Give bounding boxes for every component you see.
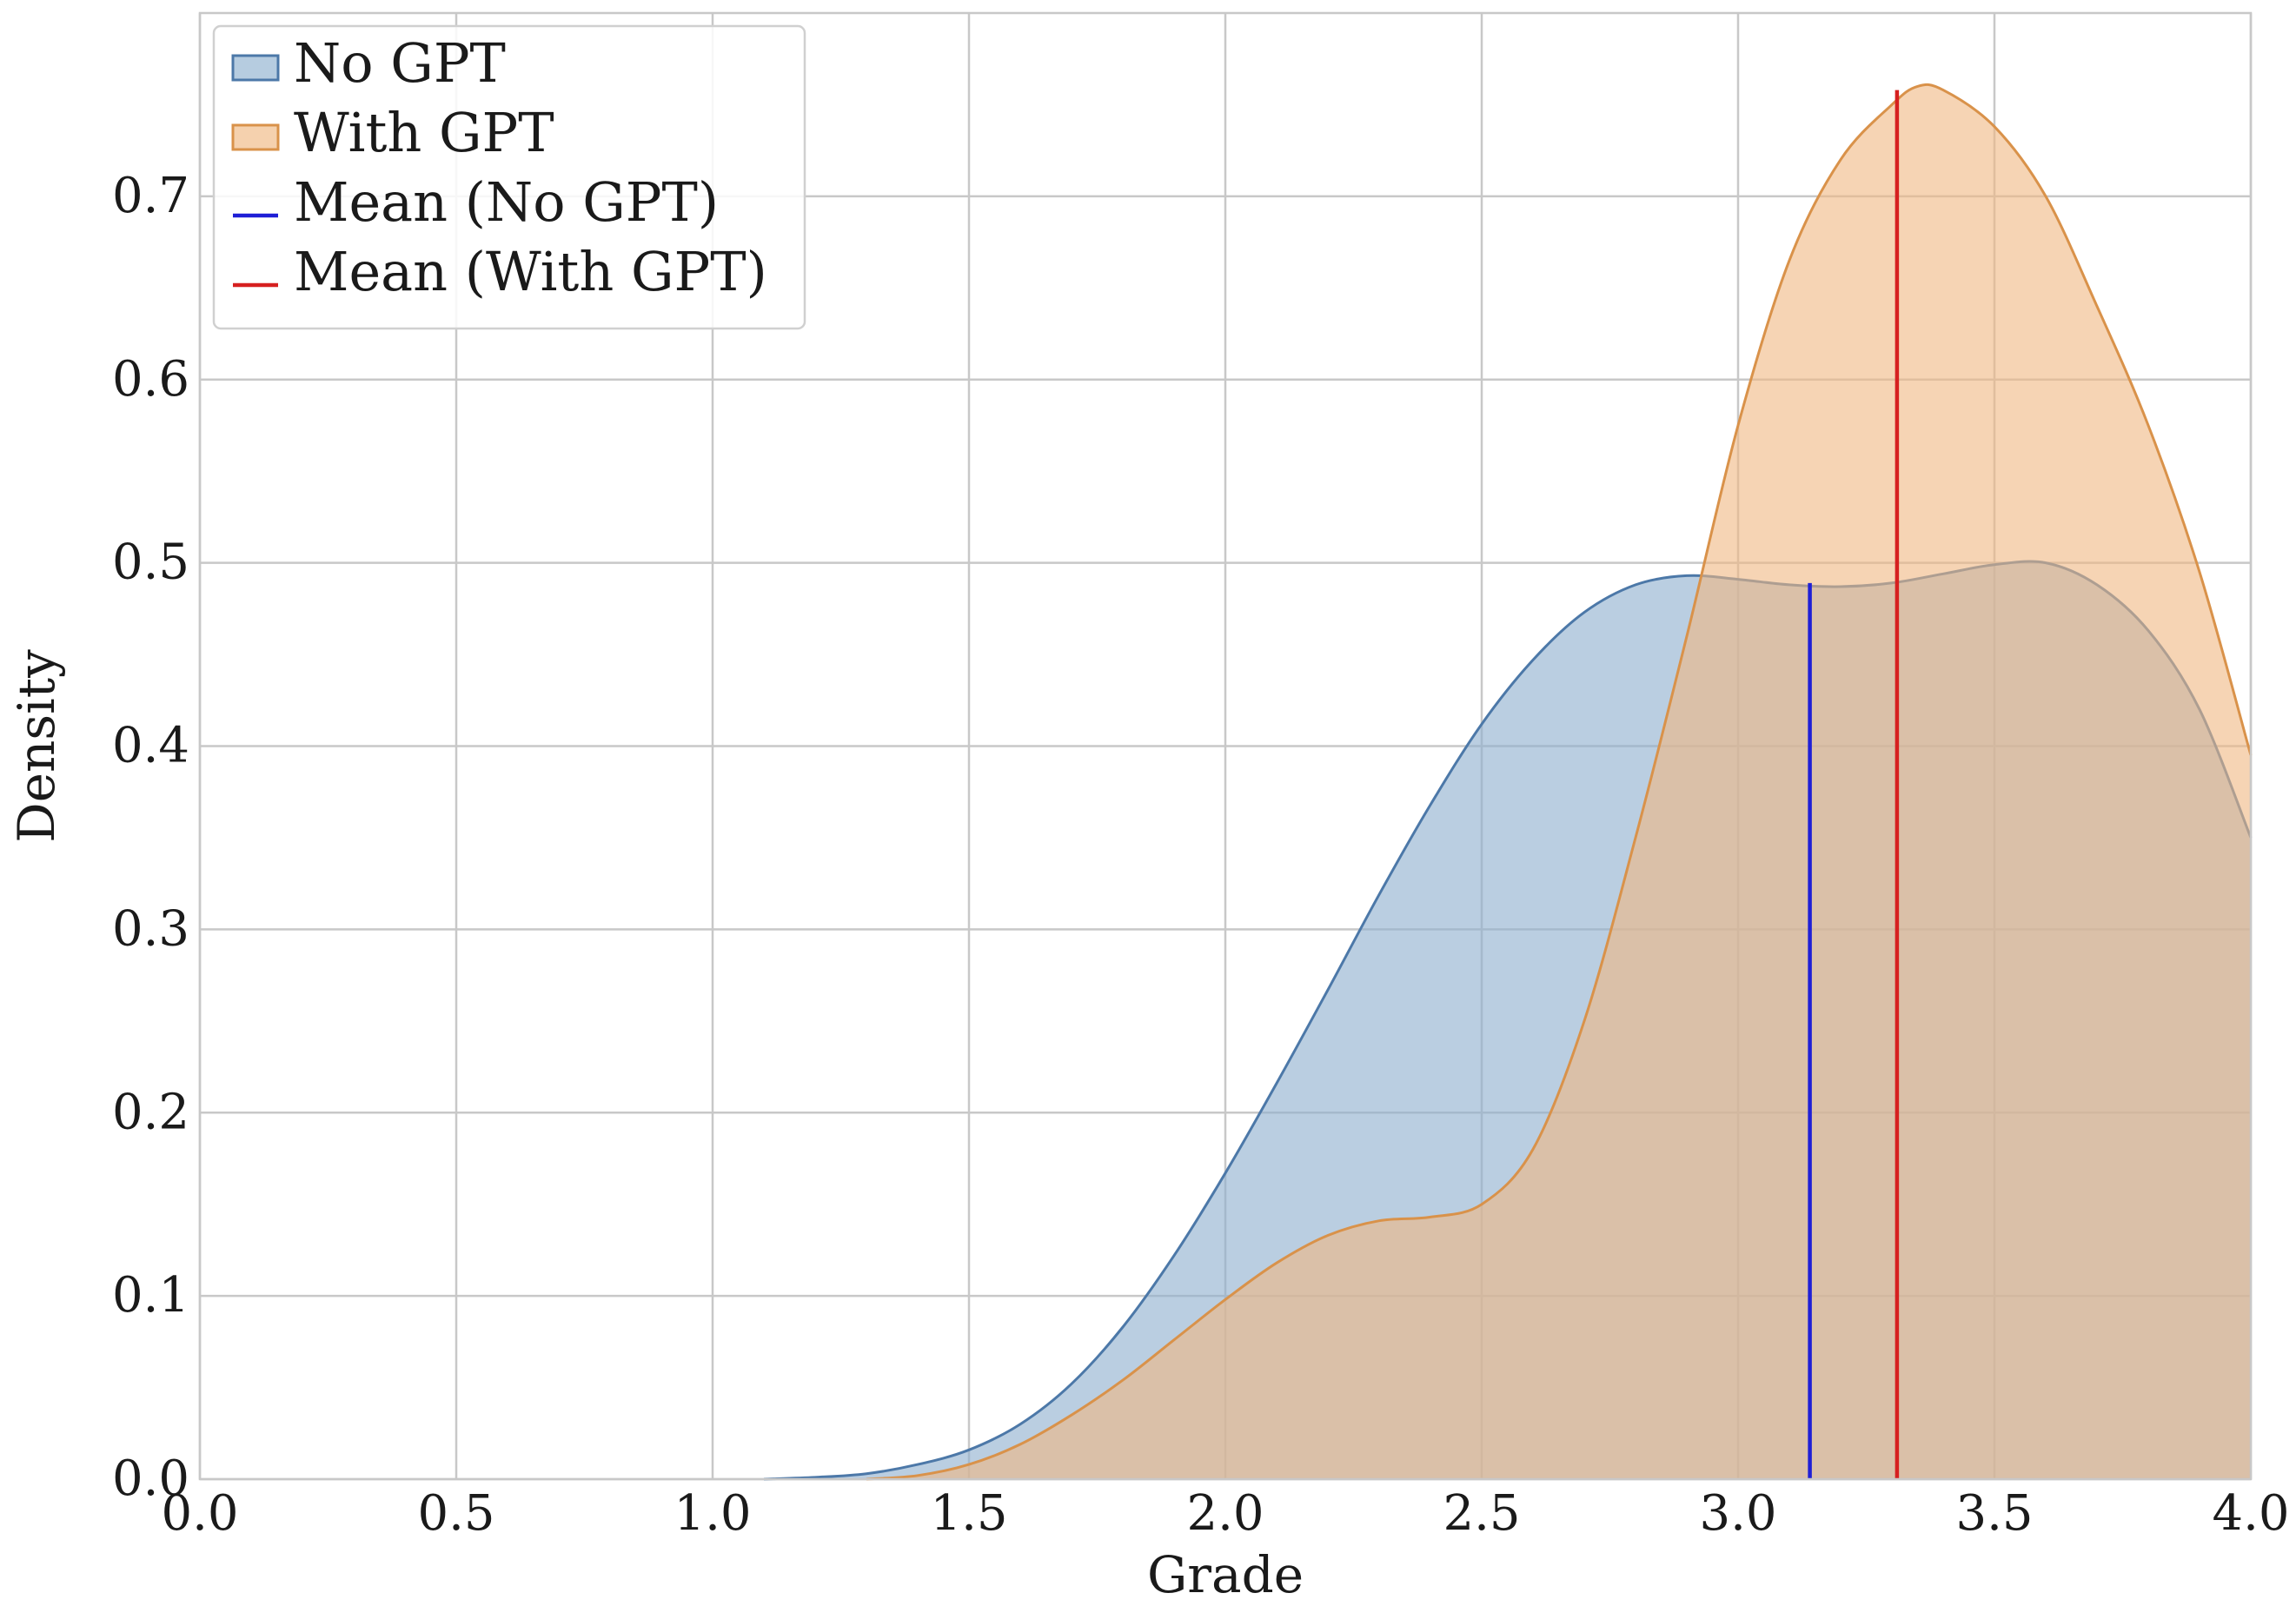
legend-with-gpt-swatch — [231, 123, 280, 151]
y-axis-label: Density — [7, 649, 66, 843]
legend-mean-no-gpt-label: Mean (No GPT) — [294, 170, 719, 234]
y-tick-label: 0.4 — [112, 718, 189, 774]
plot-frame — [198, 11, 2253, 1481]
y-tick-label: 0.5 — [112, 534, 189, 591]
legend-box — [212, 24, 806, 330]
x-axis-label: Grade — [1147, 1545, 1304, 1604]
x-tick-label: 0.0 — [161, 1485, 238, 1542]
y-tick-label: 0.7 — [112, 168, 189, 224]
y-tick-label: 0.6 — [112, 351, 189, 408]
mean-lines — [1808, 90, 1900, 1479]
x-tick-label: 1.5 — [930, 1485, 1007, 1542]
legend-no-gpt-swatch — [231, 54, 280, 82]
tick-labels: 0.0 0.5 1.0 1.5 2.0 2.5 3.0 3.5 4.0 0.0 0.1 0.2 0.3 0… — [112, 168, 2290, 1542]
x-tick-label: 3.0 — [1699, 1485, 1776, 1542]
with-gpt-density-area — [866, 84, 2251, 1479]
x-tick-label: 3.5 — [1955, 1485, 2033, 1542]
x-tick-label: 2.5 — [1443, 1485, 1520, 1542]
legend-no-gpt-label: No GPT — [294, 31, 506, 95]
y-tick-label: 0.1 — [112, 1267, 189, 1324]
y-tick-label: 0.0 — [112, 1450, 189, 1507]
y-tick-label: 0.2 — [112, 1084, 189, 1140]
x-tick-label: 0.5 — [417, 1485, 494, 1542]
y-tick-label: 0.3 — [112, 900, 189, 957]
density-areas — [763, 83, 2253, 1481]
x-tick-label: 4.0 — [2212, 1485, 2289, 1542]
x-tick-label: 2.0 — [1186, 1485, 1264, 1542]
x-tick-label: 1.0 — [674, 1485, 751, 1542]
legend-mean-with-gpt-label: Mean (With GPT) — [294, 240, 767, 303]
legend-with-gpt-label: With GPT — [294, 101, 554, 164]
with-gpt-density-curve — [866, 83, 2253, 1481]
